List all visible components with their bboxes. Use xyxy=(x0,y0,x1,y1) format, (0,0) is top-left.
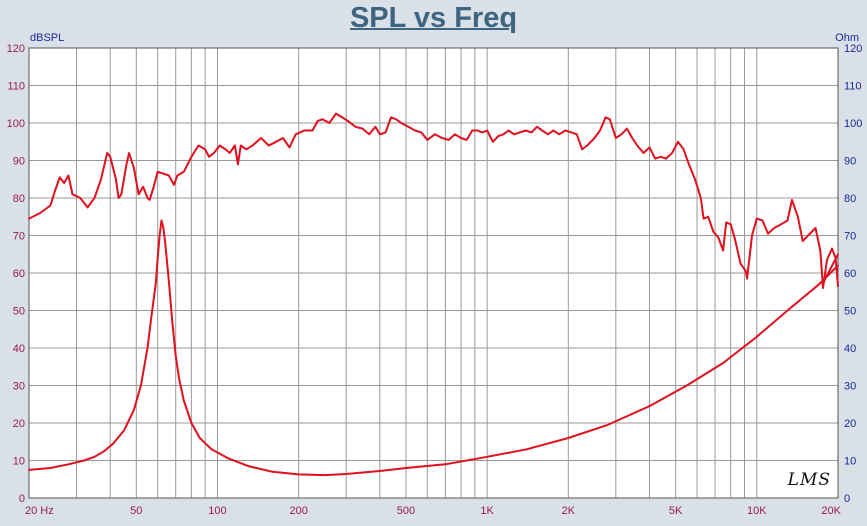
y-tick-label-left: 110 xyxy=(7,81,25,93)
y-axis-label-left: dBSPL xyxy=(30,32,65,44)
x-tick-label: 20 Hz xyxy=(25,505,54,517)
y-tick-label-left: 0 xyxy=(19,493,25,505)
series-line-3 xyxy=(821,253,839,286)
y-tick-label-right: 120 xyxy=(844,43,862,55)
series-line-1 xyxy=(28,112,839,289)
x-tick-label: 500 xyxy=(397,505,415,517)
y-axis-label-right: Ohm xyxy=(835,32,859,44)
y-tick-label-left: 40 xyxy=(13,343,25,355)
y-tick-label-right: 40 xyxy=(844,343,856,355)
y-tick-label-left: 90 xyxy=(13,156,25,168)
y-tick-label-right: 90 xyxy=(844,156,856,168)
y-tick-label-left: 50 xyxy=(13,306,25,318)
x-tick-label: 50 xyxy=(130,505,142,517)
watermark-logo: LMS xyxy=(787,470,831,490)
y-tick-label-right: 80 xyxy=(844,193,856,205)
plot-area: 0 0 10 10 20 20 30 30 40 40 50 50 60 60 70 70 80 80 90 90 10… xyxy=(7,43,863,517)
y-tick-label-right: 60 xyxy=(844,268,856,280)
y-tick-label-right: 50 xyxy=(844,306,856,318)
x-tick-label: 100 xyxy=(208,505,226,517)
y-tick-label-left: 80 xyxy=(13,193,25,205)
x-tick-label: 2K xyxy=(562,505,576,517)
x-tick-label: 200 xyxy=(289,505,307,517)
y-tick-label-left: 60 xyxy=(13,268,25,280)
x-tick-label: 1K xyxy=(480,505,494,517)
plot-frame xyxy=(28,47,839,499)
y-tick-label-left: 10 xyxy=(13,456,25,468)
y-tick-label-right: 110 xyxy=(844,81,862,93)
series-line-2 xyxy=(28,219,839,477)
y-tick-label-right: 70 xyxy=(844,231,856,243)
y-tick-label-right: 0 xyxy=(844,493,850,505)
y-tick-label-left: 70 xyxy=(13,231,25,243)
y-tick-label-left: 20 xyxy=(13,418,25,430)
x-tick-label: 20K xyxy=(821,505,841,517)
chart-title: SPL vs Freq xyxy=(349,2,518,34)
y-tick-label-right: 20 xyxy=(844,418,856,430)
y-tick-label-right: 30 xyxy=(844,381,856,393)
x-tick-label: 10K xyxy=(747,505,767,517)
y-tick-label-left: 120 xyxy=(7,43,25,55)
y-tick-label-left: 30 xyxy=(13,381,25,393)
y-tick-label-right: 10 xyxy=(844,456,856,468)
y-tick-label-right: 100 xyxy=(844,118,862,130)
x-tick-label: 5K xyxy=(669,505,683,517)
y-tick-label-left: 100 xyxy=(7,118,25,130)
